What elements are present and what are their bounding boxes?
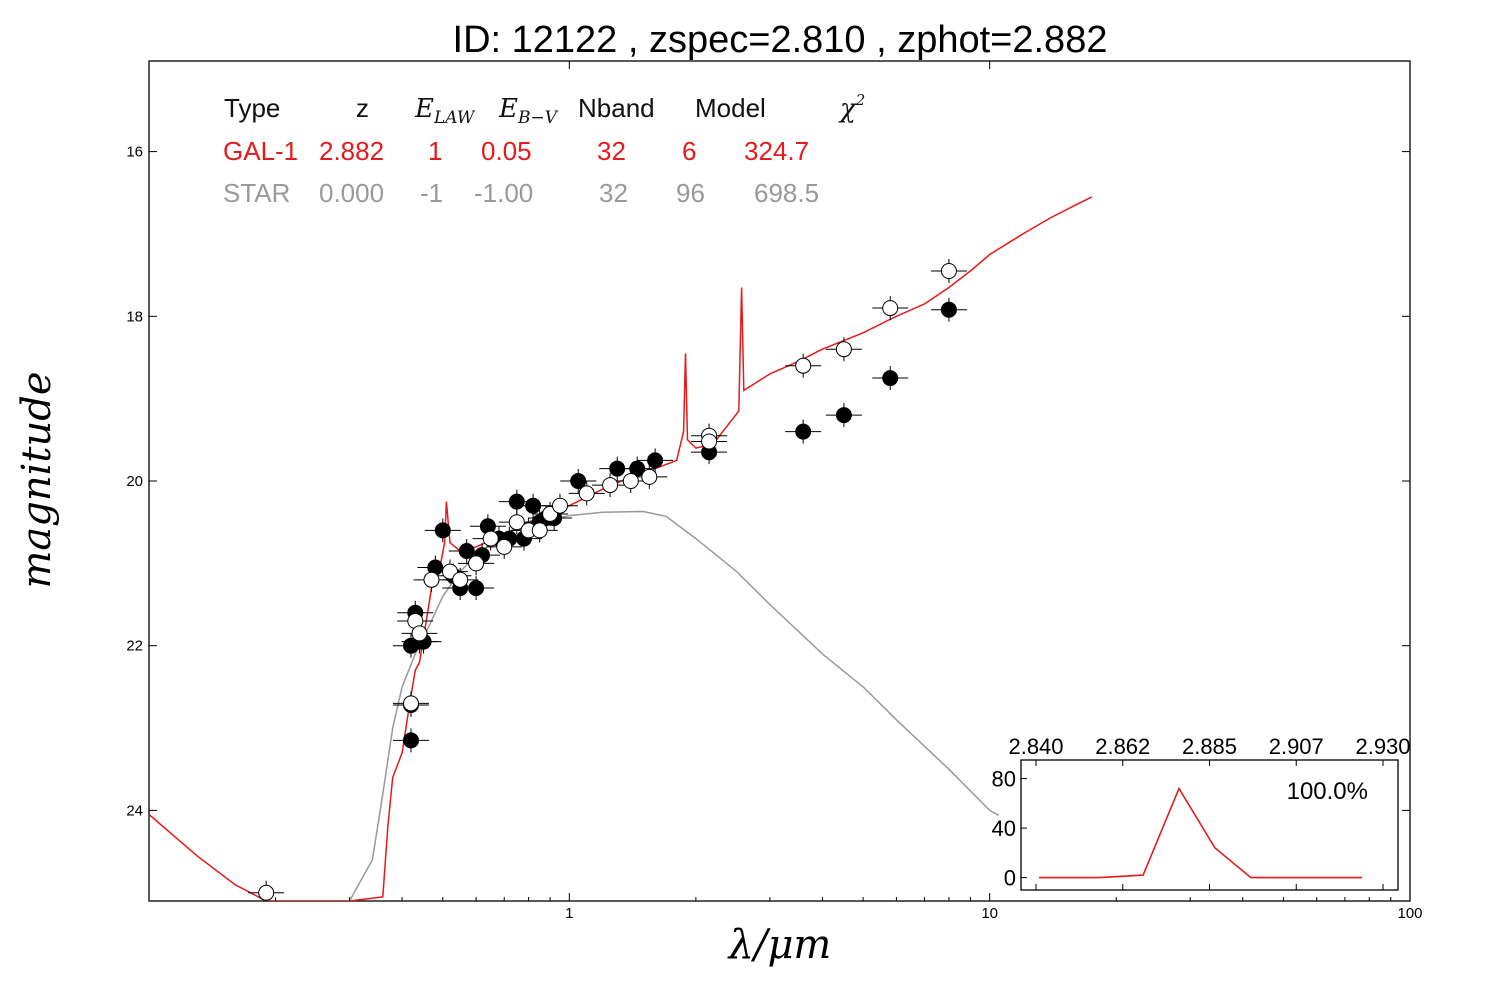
inset-top-tick-label: 2.885 [1182, 734, 1237, 759]
model-point [452, 571, 469, 588]
chart-title: ID: 12122 , zspec=2.810 , zphot=2.882 [453, 19, 1108, 61]
observed-point [835, 407, 852, 424]
model-point [701, 433, 718, 450]
inset-y-tick-label: 40 [992, 816, 1016, 841]
legend-star-elaw: -1 [420, 178, 443, 208]
photometry-markers [258, 263, 957, 901]
observed-point [940, 301, 957, 318]
observed-point [570, 473, 587, 489]
legend-gal-nband: 32 [597, 136, 626, 166]
y-tick-label: 20 [126, 473, 143, 490]
model-point [622, 473, 639, 489]
y-tick-label: 22 [126, 638, 143, 655]
legend-header-type: Type [224, 93, 280, 123]
model-point [403, 695, 419, 712]
observed-point [882, 370, 899, 387]
model-point [578, 485, 595, 502]
model-point [258, 884, 275, 901]
x-axis-label: λ/μm [727, 922, 832, 968]
legend-gal-type: GAL-1 [223, 136, 298, 166]
y-tick-label: 18 [126, 308, 143, 325]
inset-top-tick-label: 2.930 [1355, 734, 1410, 759]
observed-point [629, 460, 646, 477]
model-point [531, 522, 548, 539]
inset-probability-label: 100.0% [1287, 778, 1368, 805]
observed-point [647, 452, 664, 469]
plot-area [149, 196, 1093, 901]
observed-point [403, 637, 419, 654]
x-axis-ticks: 1 10 100 [275, 61, 1423, 922]
observed-point [434, 522, 451, 539]
observed-point [525, 497, 542, 514]
y-tick-label: 16 [126, 144, 143, 161]
inset-y-tick-label: 0 [1004, 866, 1016, 891]
legend-row-star: STAR 0.000 -1 -1.00 32 96 698.5 [223, 178, 819, 208]
fit-legend-table: Type z ELAW EB−V Nband Model χ2 GAL-1 2.… [223, 91, 865, 208]
model-point [552, 497, 568, 514]
model-point [795, 357, 812, 374]
legend-star-ebv: -1.00 [474, 178, 533, 208]
legend-header-nband: Nband [578, 93, 655, 123]
observed-point [609, 460, 626, 477]
y-tick-label: 24 [126, 802, 143, 819]
legend-star-z: 0.000 [319, 178, 384, 208]
sed-line-star [348, 510, 999, 901]
observed-point [468, 580, 485, 597]
model-point [496, 538, 513, 555]
legend-gal-elaw: 1 [428, 136, 442, 166]
inset-top-tick-label: 2.907 [1269, 734, 1324, 759]
model-point [423, 571, 440, 588]
legend-header-z: z [356, 93, 369, 123]
model-point [508, 514, 525, 531]
inset-top-tick-label: 2.840 [1008, 734, 1063, 759]
model-point [468, 555, 485, 572]
model-point [940, 263, 957, 279]
model-point [602, 477, 619, 494]
inset-frame [1020, 759, 1399, 891]
inset-pdf-line [1039, 786, 1363, 879]
x-tick-label: 1 [565, 905, 573, 922]
y-axis-ticks: 16 18 20 22 24 [126, 144, 1410, 819]
observed-point [508, 493, 525, 510]
model-point [882, 300, 899, 317]
legend-star-model: 96 [676, 178, 705, 208]
x-tick-label: 10 [981, 905, 998, 922]
legend-star-nband: 32 [599, 178, 628, 208]
legend-gal-chi2: 324.7 [744, 136, 809, 166]
legend-gal-model: 6 [682, 136, 696, 166]
model-point [835, 341, 852, 358]
observed-point [403, 732, 419, 749]
inset-y-tick-label: 80 [992, 767, 1016, 792]
inset-top-tick-label: 2.862 [1095, 734, 1150, 759]
inset-ticks: 2.840 2.862 2.885 2.907 2.930 0 40 80 [992, 734, 1411, 891]
model-point [411, 625, 428, 642]
legend-gal-z: 2.882 [319, 136, 384, 166]
model-point [641, 468, 658, 485]
x-tick-label: 100 [1397, 905, 1422, 922]
legend-row-gal: GAL-1 2.882 1 0.05 32 6 324.7 [223, 136, 809, 166]
legend-header-model: Model [695, 93, 766, 123]
legend-star-chi2: 698.5 [754, 178, 819, 208]
model-point [482, 530, 499, 547]
observed-point [458, 543, 475, 559]
y-axis-label: magnitude [14, 371, 60, 588]
redshift-pdf-inset: 2.840 2.862 2.885 2.907 2.930 0 40 80 100.0% [992, 734, 1411, 891]
legend-gal-ebv: 0.05 [481, 136, 532, 166]
observed-point [795, 423, 812, 440]
legend-star-type: STAR [223, 178, 290, 208]
